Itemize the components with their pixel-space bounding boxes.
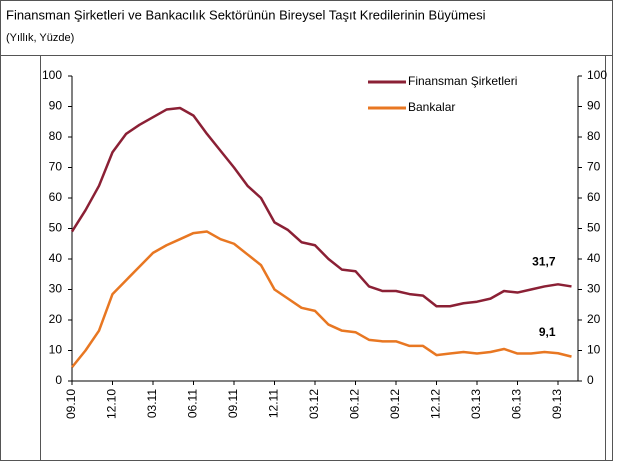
- y2-tick-label: 80: [587, 129, 601, 143]
- y-tick-label: 20: [49, 312, 63, 326]
- x-tick-label: 03.13: [469, 389, 483, 419]
- x-tick-label: 09.11: [226, 389, 240, 418]
- y2-tick-label: 20: [587, 312, 601, 326]
- y2-tick-label: 70: [587, 160, 601, 174]
- y-tick-label: 40: [49, 251, 63, 265]
- y2-tick-label: 100: [587, 68, 607, 82]
- x-tick-label: 09.12: [388, 389, 402, 419]
- legend-label: Finansman Şirketleri: [408, 74, 517, 88]
- x-tick-label: 06.12: [348, 389, 362, 419]
- chart-title: Finansman Şirketleri ve Bankacılık Sektö…: [6, 7, 486, 22]
- y2-tick-label: 50: [587, 221, 601, 235]
- y-tick-label: 0: [55, 373, 62, 387]
- y2-tick-label: 10: [587, 343, 601, 357]
- series-line: [70, 106, 572, 308]
- y-tick-label: 70: [49, 160, 63, 174]
- x-tick-label: 09.13: [550, 389, 564, 419]
- y2-tick-label: 0: [587, 373, 594, 387]
- y-tick-label: 60: [49, 190, 63, 204]
- x-tick-label: 12.10: [105, 389, 119, 419]
- chart-subtitle: (Yıllık, Yüzde): [6, 32, 74, 44]
- annotation: 31,7: [532, 255, 556, 269]
- x-tick-label: 03.11: [145, 389, 159, 418]
- x-tick-label: 06.13: [510, 389, 524, 419]
- x-tick-label: 12.11: [267, 389, 281, 418]
- y2-tick-label: 40: [587, 251, 601, 265]
- x-tick-label: 09.10: [64, 389, 78, 419]
- x-tick-label: 12.12: [429, 389, 443, 419]
- y-tick-label: 90: [49, 99, 63, 113]
- series-line: [71, 230, 572, 369]
- y2-tick-label: 60: [587, 190, 601, 204]
- y-tick-label: 80: [49, 129, 63, 143]
- legend-label: Bankalar: [408, 100, 455, 114]
- y-tick-label: 50: [49, 221, 63, 235]
- y-tick-label: 30: [49, 282, 63, 296]
- y-tick-label: 10: [49, 343, 63, 357]
- x-tick-label: 06.11: [186, 389, 200, 418]
- y2-tick-label: 30: [587, 282, 601, 296]
- y2-tick-label: 90: [587, 99, 601, 113]
- x-tick-label: 03.12: [307, 389, 321, 419]
- annotation: 9,1: [539, 325, 556, 339]
- y-tick-label: 100: [42, 68, 62, 82]
